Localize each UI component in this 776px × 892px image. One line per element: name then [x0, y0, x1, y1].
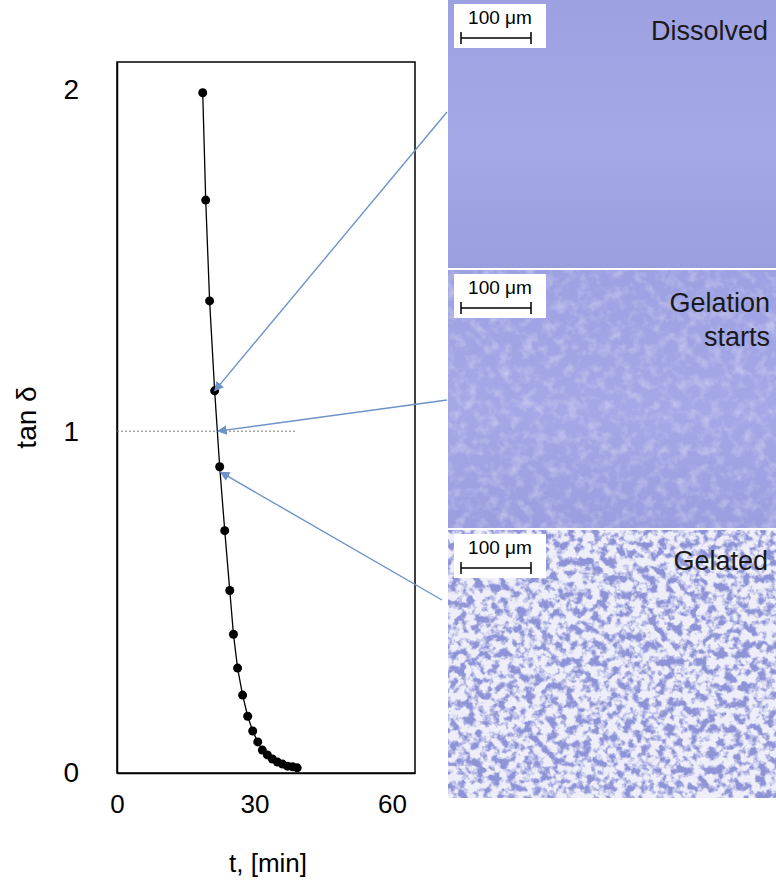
- micrograph-background: [448, 0, 776, 268]
- x-axis-line: [118, 773, 416, 775]
- data-point: [248, 726, 257, 735]
- data-point: [220, 526, 229, 535]
- scale-bar: 100 μm: [454, 4, 546, 48]
- panel-arrow: [218, 400, 447, 431]
- y-tick-label: 2: [63, 74, 79, 105]
- reference-line: [117, 431, 296, 432]
- y-tick-label: 0: [63, 757, 79, 788]
- scale-bar-box: [454, 534, 546, 578]
- micrograph-texture: [448, 530, 776, 798]
- y-axis-title: tan δ: [11, 386, 42, 448]
- data-point: [198, 88, 207, 97]
- x-axis-title: t, [min]: [229, 848, 307, 878]
- micrograph-texture: [448, 530, 776, 798]
- scale-bar-label: 100 μm: [468, 537, 532, 558]
- panel-arrow: [221, 472, 442, 600]
- x-tick: 30: [241, 773, 270, 819]
- plot-frame: [117, 62, 415, 773]
- x-tick-label: 30: [241, 789, 270, 819]
- data-point: [233, 664, 242, 673]
- panel-label: Gelated: [673, 546, 768, 576]
- y-tick: 0: [63, 757, 117, 788]
- micrograph-background: [448, 270, 776, 528]
- y-tick: 2: [63, 74, 117, 105]
- scale-bar-line: [461, 302, 531, 314]
- x-tick-label: 0: [110, 789, 124, 819]
- x-axis: 0 30 60: [110, 773, 415, 819]
- data-point: [201, 196, 210, 205]
- data-point: [293, 763, 302, 772]
- micrograph: 100 μm Gelated: [448, 530, 776, 798]
- micrograph-background: [448, 530, 776, 798]
- scale-bar-line: [461, 32, 531, 44]
- scale-bar-box: [454, 4, 546, 48]
- panel-label: Dissolved: [651, 16, 768, 46]
- y-tick-label: 1: [63, 416, 79, 447]
- micrograph: 100 μm Gelationstarts: [448, 270, 776, 528]
- data-line: [203, 93, 297, 768]
- x-tick: 60: [378, 773, 407, 819]
- x-tick: 0: [110, 773, 124, 819]
- y-axis: 0 1 2: [63, 63, 117, 789]
- panel-arrow: [215, 112, 447, 391]
- y-axis-line: [117, 63, 119, 774]
- chart: 03060012tan δt, [min]100 μmDissolved100 …: [0, 0, 776, 892]
- data-point: [253, 737, 262, 746]
- data-point: [229, 630, 238, 639]
- scale-bar-box: [454, 274, 546, 318]
- data-point: [205, 296, 214, 305]
- panel-label: Gelationstarts: [669, 288, 770, 352]
- data-point: [225, 586, 234, 595]
- scale-bar: 100 μm: [454, 534, 546, 578]
- scale-bar: 100 μm: [454, 274, 546, 318]
- micrograph: 100 μm Dissolved: [448, 0, 776, 268]
- y-tick: 1: [63, 416, 117, 447]
- x-tick-label: 60: [378, 789, 407, 819]
- plot-marks: [117, 88, 302, 772]
- scale-bar-label: 100 μm: [468, 277, 532, 298]
- data-point: [243, 712, 252, 721]
- data-point: [238, 691, 247, 700]
- scale-bar-line: [461, 562, 531, 574]
- scale-bar-label: 100 μm: [468, 7, 532, 28]
- data-point: [215, 462, 224, 471]
- micrograph-texture: [448, 270, 776, 528]
